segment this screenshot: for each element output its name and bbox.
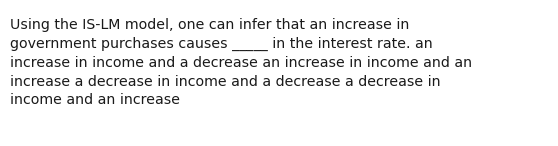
Text: Using the IS-LM model, one can infer that an increase in
government purchases ca: Using the IS-LM model, one can infer tha… <box>10 18 472 107</box>
